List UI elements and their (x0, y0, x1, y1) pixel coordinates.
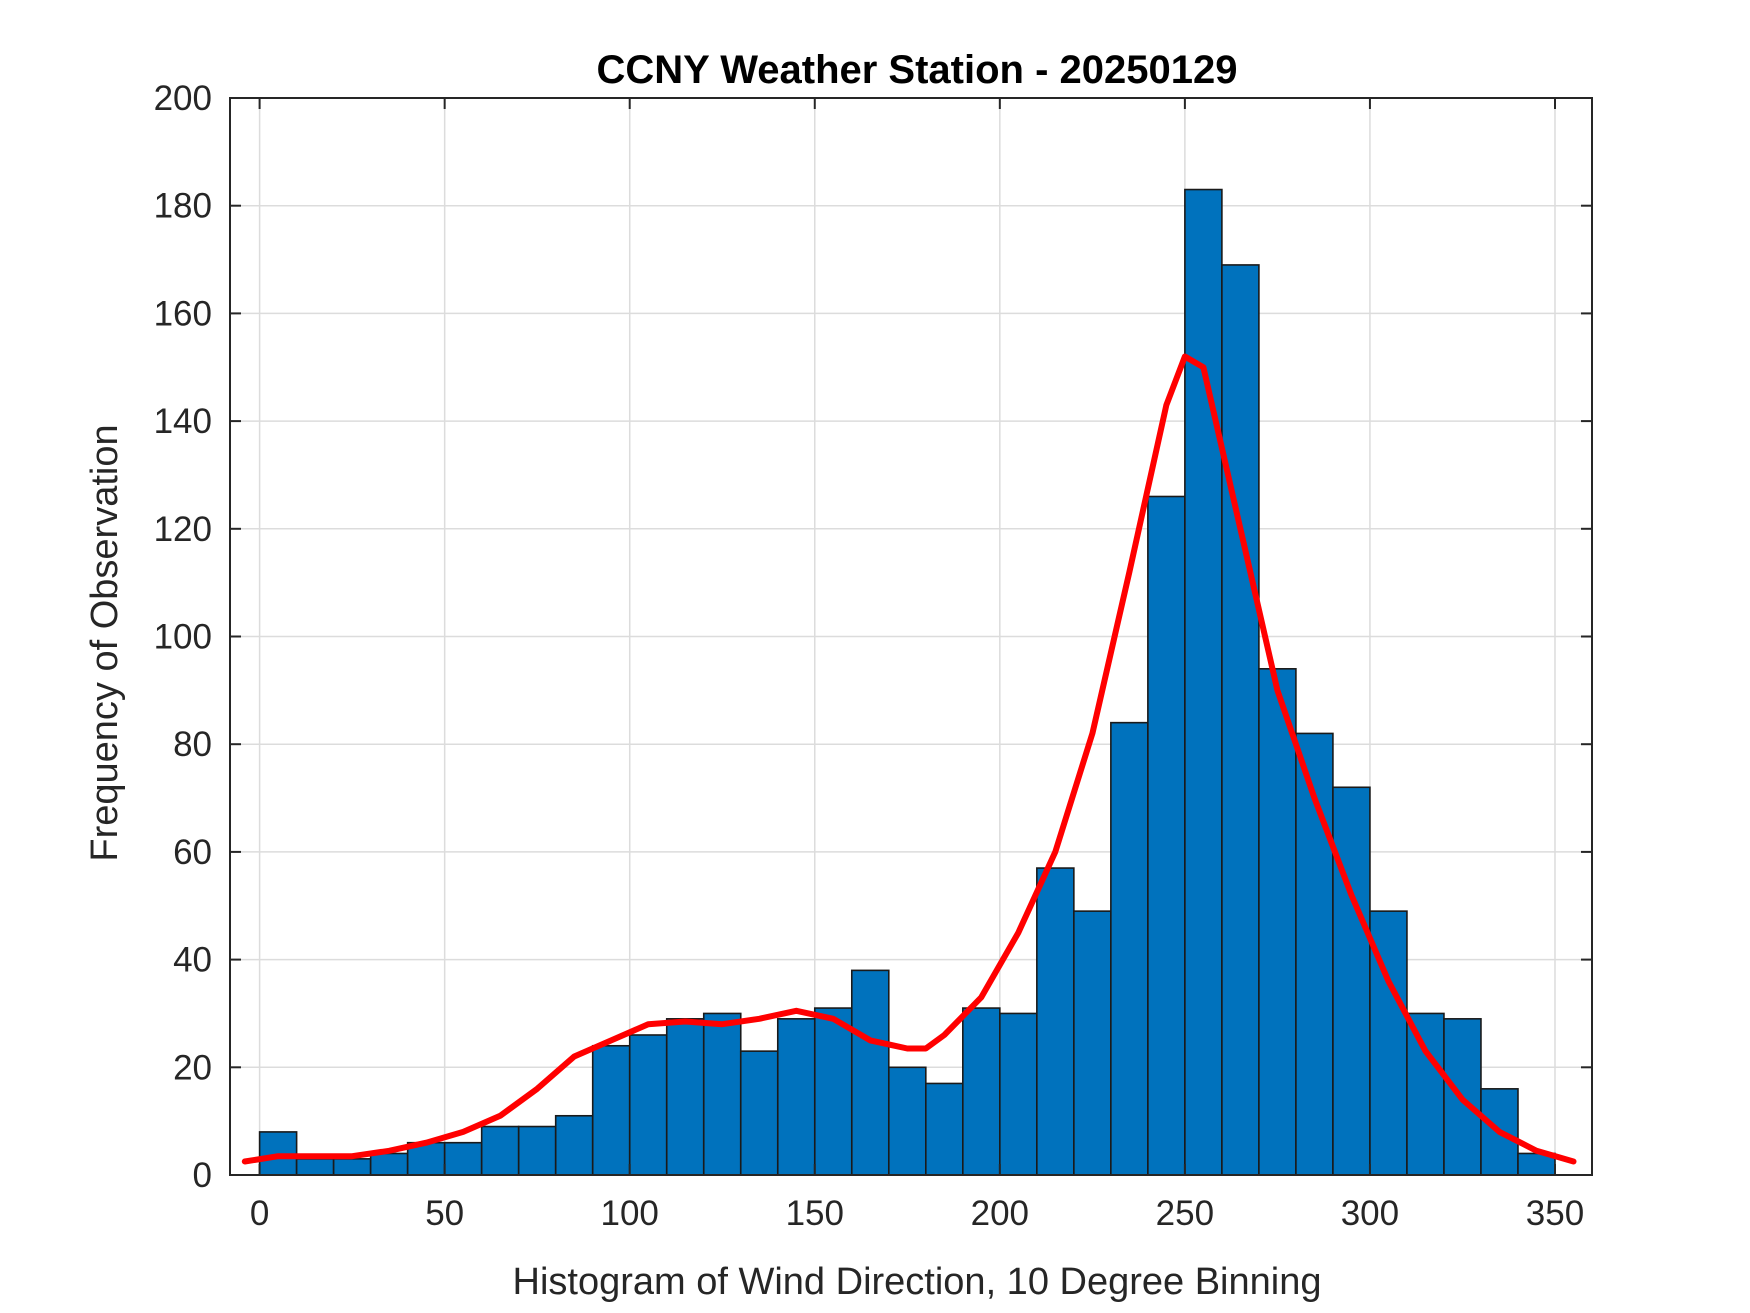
histogram-bar (517, 1125, 557, 1176)
y-tick-labels: 0 20 40 60 80 100 120 140 160 180 200 (154, 79, 212, 1195)
histogram-bar (1073, 910, 1112, 1176)
histogram-bar (1258, 668, 1297, 1176)
histogram-bar (1295, 732, 1334, 1176)
y-tick-label: 120 (154, 510, 212, 549)
y-tick-label: 80 (173, 725, 212, 764)
histogram-bar (369, 1152, 409, 1176)
histogram-bar (1406, 1012, 1445, 1176)
histogram-bar (702, 1012, 742, 1176)
histogram-bar (925, 1082, 964, 1176)
x-tick-label: 250 (1156, 1194, 1214, 1233)
histogram-bar (443, 1141, 483, 1176)
histogram-bar (1332, 786, 1371, 1176)
y-tick-label: 20 (173, 1048, 212, 1087)
histogram-bar (1110, 721, 1149, 1176)
y-tick-label: 180 (154, 187, 212, 226)
y-tick-label: 40 (173, 941, 212, 980)
histogram-bar (480, 1125, 520, 1176)
histogram-bar (591, 1044, 631, 1176)
y-tick-label: 100 (154, 618, 212, 657)
histogram-bar (332, 1158, 372, 1176)
histogram-bar (554, 1114, 594, 1176)
y-axis-label: Frequency of Observation (84, 424, 126, 861)
x-tick-label: 100 (601, 1194, 659, 1233)
histogram-bar (1184, 188, 1223, 1176)
y-tick-label: 160 (154, 294, 212, 333)
y-tick-label: 140 (154, 402, 212, 441)
histogram-bars (258, 188, 1556, 1176)
histogram-bar (887, 1066, 927, 1176)
histogram-bar (850, 969, 890, 1176)
y-tick-label: 200 (154, 79, 212, 118)
histogram-bar (813, 1007, 853, 1176)
x-tick-label: 150 (786, 1194, 844, 1233)
density-fit-curve (241, 353, 1577, 1165)
x-tick-label: 200 (971, 1194, 1029, 1233)
chart-title: CCNY Weather Station - 20250129 (597, 48, 1238, 92)
histogram-bar (739, 1050, 779, 1176)
histogram-bar (999, 1012, 1038, 1176)
histogram-bar (628, 1034, 668, 1176)
histogram-bar (1147, 495, 1186, 1176)
x-tick-label: 300 (1341, 1194, 1399, 1233)
axis-ticks (230, 97, 1592, 1176)
x-tick-labels: 0 50 100 150 200 250 300 350 (250, 1194, 1584, 1233)
x-tick-label: 350 (1526, 1194, 1584, 1233)
x-tick-label: 0 (250, 1194, 269, 1233)
y-tick-label: 0 (193, 1156, 212, 1195)
histogram-bar (1036, 867, 1075, 1176)
histogram-bar (776, 1018, 816, 1176)
histogram-bar (295, 1158, 335, 1176)
histogram-bar (962, 1007, 1001, 1176)
histogram-bar (665, 1018, 705, 1176)
histogram-bar (1221, 264, 1260, 1176)
x-axis-label: Histogram of Wind Direction, 10 Degree B… (513, 1261, 1322, 1303)
y-tick-label: 60 (173, 833, 212, 872)
x-tick-label: 50 (425, 1194, 464, 1233)
